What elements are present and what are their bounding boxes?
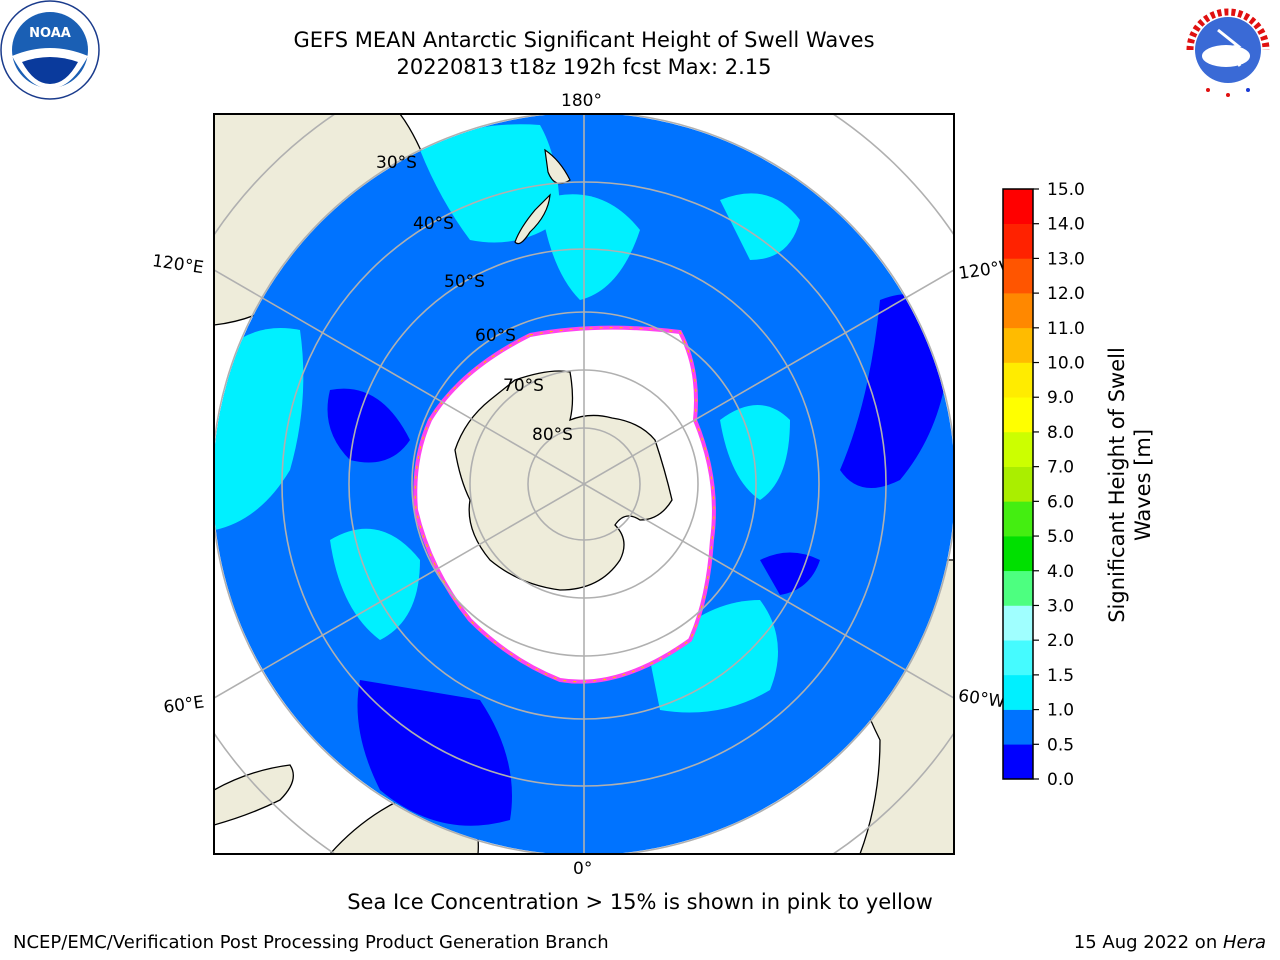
colorbar-tick-label: 12.0 bbox=[1047, 284, 1085, 304]
colorbar-tick-label: 6.0 bbox=[1047, 492, 1074, 512]
colorbar-segment bbox=[1003, 293, 1033, 329]
credit-text: NCEP/EMC/Verification Post Processing Pr… bbox=[13, 932, 609, 953]
lat-label-80: 80°S bbox=[532, 425, 573, 445]
colorbar-tick-label: 0.5 bbox=[1047, 735, 1074, 755]
lon-label-60w: 60°W bbox=[957, 686, 1006, 712]
colorbar-segment bbox=[1003, 223, 1033, 259]
swell-patch bbox=[540, 194, 640, 300]
calm-zone bbox=[357, 680, 512, 826]
colorbar-segment bbox=[1003, 327, 1033, 363]
colorbar-segment bbox=[1003, 640, 1033, 676]
colorbar-label-line2: Waves [m] bbox=[1131, 428, 1155, 542]
colorbar-tick-label: 9.0 bbox=[1047, 388, 1074, 408]
colorbar: 0.0 0.5 1.0 1.5 2.0 3.0 4.0 5.0 6.0 7.0 8.0 9.0 10.0… bbox=[1002, 180, 1085, 790]
colorbar-tick-label: 4.0 bbox=[1047, 562, 1074, 582]
colorbar-frame bbox=[1002, 188, 1034, 780]
lat-label-40: 40°S bbox=[413, 214, 454, 234]
colorbar-tick-label: 8.0 bbox=[1047, 423, 1074, 443]
colorbar-tick-label: 11.0 bbox=[1047, 319, 1085, 339]
colorbar-tick-label: 15.0 bbox=[1047, 180, 1085, 200]
swell-patch bbox=[650, 600, 778, 713]
lat-label-50: 50°S bbox=[444, 272, 485, 292]
colorbar-segment bbox=[1003, 362, 1033, 398]
date-text: 15 Aug 2022 on bbox=[1073, 932, 1223, 953]
colorbar-segment bbox=[1003, 466, 1033, 502]
machine-name: Hera bbox=[1222, 932, 1266, 953]
chart-subtitle: 20220813 t18z 192h fcst Max: 2.15 bbox=[396, 55, 772, 79]
calm-zone bbox=[840, 294, 950, 488]
colorbar-segment bbox=[1003, 605, 1033, 641]
colorbar-segment bbox=[1003, 570, 1033, 606]
colorbar-tick-label: 10.0 bbox=[1047, 354, 1085, 374]
colorbar-label-line1: Significant Height of Swell bbox=[1105, 347, 1129, 623]
colorbar-segment bbox=[1003, 536, 1033, 572]
lon-label-0: 0° bbox=[573, 859, 592, 879]
colorbar-segment bbox=[1003, 674, 1033, 710]
lat-label-60: 60°S bbox=[475, 326, 516, 346]
colorbar-segment bbox=[1003, 397, 1033, 433]
calm-zone bbox=[327, 388, 410, 463]
colorbar-segment bbox=[1003, 501, 1033, 537]
swell-patch bbox=[720, 193, 800, 260]
lat-label-70: 70°S bbox=[503, 376, 544, 396]
lat-label-30: 30°S bbox=[376, 153, 417, 173]
swell-patch bbox=[330, 528, 420, 640]
date-stamp: 15 Aug 2022 on Hera bbox=[1074, 932, 1266, 953]
colorbar-tick-label: 3.0 bbox=[1047, 596, 1074, 616]
colorbar-tick-label: 5.0 bbox=[1047, 527, 1074, 547]
colorbar-tick-label: 2.0 bbox=[1047, 631, 1074, 651]
land-new-zealand bbox=[514, 148, 571, 245]
colorbar-tick-label: 14.0 bbox=[1047, 215, 1085, 235]
colorbar-segment bbox=[1003, 189, 1033, 225]
colorbar-tick-label: 0.0 bbox=[1047, 770, 1074, 790]
colorbar-segment bbox=[1003, 709, 1033, 745]
swell-patch bbox=[720, 405, 790, 500]
land-madagascar bbox=[214, 764, 294, 826]
lon-label-60e: 60°E bbox=[162, 692, 205, 717]
colorbar-segment bbox=[1003, 431, 1033, 467]
land-antarctica bbox=[454, 370, 673, 591]
swell-patch bbox=[420, 124, 560, 243]
map-frame bbox=[213, 113, 955, 855]
noaa-logo: NOAA bbox=[0, 0, 100, 100]
nws-logo bbox=[1181, 3, 1275, 97]
colorbar-segment bbox=[1003, 744, 1033, 780]
colorbar-tick-label: 1.5 bbox=[1047, 666, 1074, 686]
colorbar-segment bbox=[1003, 258, 1033, 294]
colorbar-tick-label: 7.0 bbox=[1047, 458, 1074, 478]
lon-label-120e: 120°E bbox=[151, 251, 205, 278]
noaa-logo-text: NOAA bbox=[29, 26, 71, 41]
lon-label-180: 180° bbox=[561, 91, 602, 111]
colorbar-tick-label: 13.0 bbox=[1047, 249, 1085, 269]
colorbar-tick-label: 1.0 bbox=[1047, 701, 1074, 721]
graticule bbox=[214, 114, 954, 854]
sea-ice-note: Sea Ice Concentration > 15% is shown in … bbox=[347, 890, 933, 914]
chart-title: GEFS MEAN Antarctic Significant Height o… bbox=[293, 28, 875, 52]
